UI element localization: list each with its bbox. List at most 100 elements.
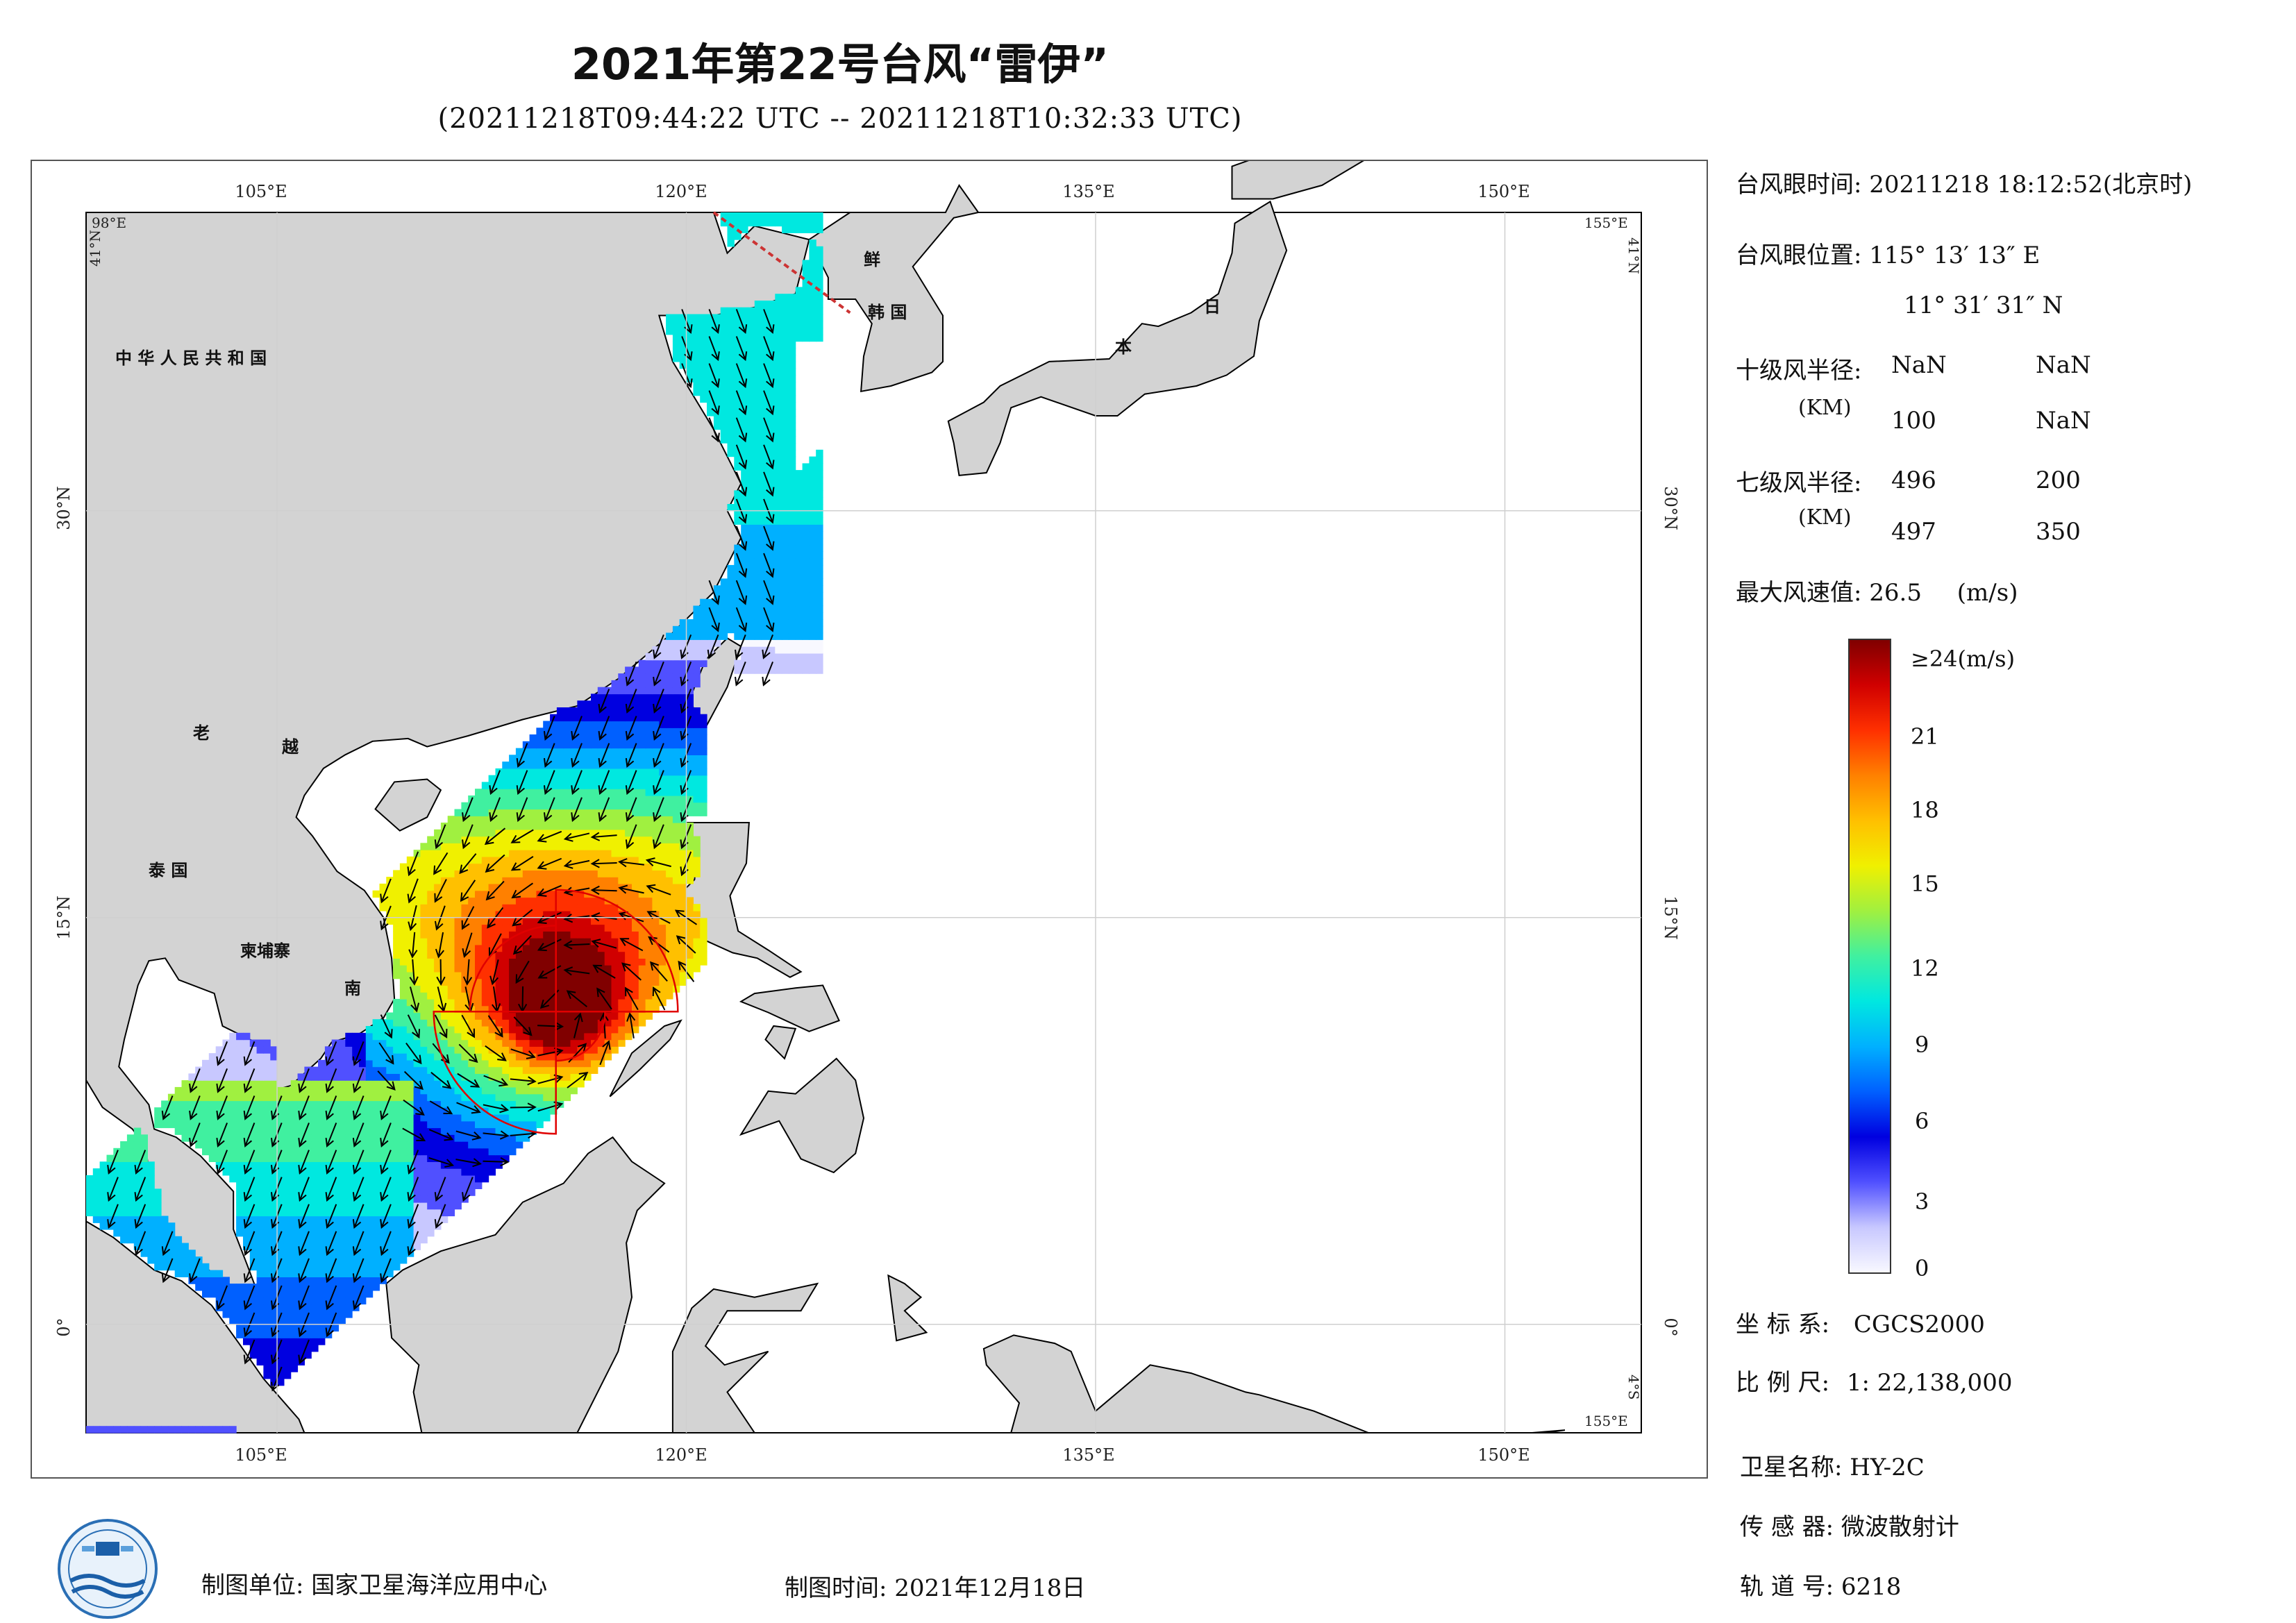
- wind-cell: [604, 1019, 612, 1027]
- wind-cell: [509, 985, 517, 993]
- wind-cell: [215, 1277, 224, 1284]
- wind-cell: [420, 1216, 428, 1223]
- wind-cell: [359, 1195, 367, 1203]
- wind-cell: [120, 1175, 128, 1183]
- wind-cell: [488, 1066, 496, 1074]
- wind-arrow: [107, 1204, 119, 1229]
- wind-cell: [809, 578, 816, 586]
- wind-cell: [727, 443, 735, 451]
- wind-cell: [591, 965, 598, 973]
- wind-cell: [529, 1026, 537, 1034]
- wind-cell: [427, 992, 435, 1000]
- wind-cell: [577, 809, 585, 816]
- wind-cell: [618, 836, 626, 843]
- wind-cell: [270, 1161, 278, 1169]
- wind-cell: [256, 1270, 264, 1277]
- wind-cell: [734, 564, 741, 573]
- wind-cell: [775, 585, 782, 593]
- map-frame[interactable]: 105°E 120°E 135°E 150°E 105°E 120°E 135°…: [31, 160, 1708, 1479]
- wind-cell: [318, 1175, 326, 1183]
- wind-cell: [775, 578, 782, 586]
- wind-cell: [481, 1059, 489, 1068]
- wind-cell: [174, 1263, 183, 1271]
- wind-cell: [229, 1318, 237, 1325]
- wind-cell: [495, 1059, 503, 1068]
- wind-cell: [679, 748, 687, 755]
- wind-cell: [515, 823, 523, 830]
- wind-cell: [693, 924, 701, 932]
- wind-cell: [652, 829, 660, 837]
- wind-cell: [509, 1073, 517, 1081]
- wind-cell: [693, 605, 701, 613]
- wind-cell: [440, 978, 449, 986]
- wind-cell: [659, 775, 667, 782]
- wind-cell: [256, 1358, 264, 1365]
- wind-cell: [352, 1229, 360, 1237]
- wind-cell: [625, 823, 632, 830]
- wind-cell: [659, 653, 667, 661]
- wind-cell: [406, 951, 414, 959]
- wind-cell: [700, 795, 707, 803]
- wind-arrow: [436, 959, 446, 986]
- wind-cell: [202, 1134, 210, 1142]
- wind-cell: [522, 1127, 530, 1135]
- wind-cell: [147, 1222, 155, 1230]
- wind-cell: [577, 1066, 585, 1074]
- wind-cell: [481, 1086, 489, 1095]
- wind-cell: [475, 1026, 483, 1034]
- wind-field-map[interactable]: 105°E 120°E 135°E 150°E 105°E 120°E 135°…: [32, 161, 1707, 1477]
- wind-cell: [591, 1046, 598, 1054]
- wind-cell: [741, 524, 748, 532]
- wind-cell: [509, 904, 517, 911]
- wind-cell: [700, 714, 707, 722]
- wind-cell: [713, 422, 721, 430]
- wind-cell: [727, 416, 735, 423]
- wind-cell: [413, 917, 421, 925]
- wind-cell: [222, 1114, 230, 1122]
- wind-cell: [522, 816, 530, 823]
- wind-cell: [120, 1209, 128, 1217]
- wind-cell: [686, 836, 694, 843]
- wind-cell: [666, 897, 673, 905]
- wind-cell: [406, 1209, 414, 1217]
- wind-cell: [488, 877, 496, 884]
- wind-cell: [338, 1311, 346, 1318]
- wind-cell: [290, 1270, 299, 1277]
- wind-cell: [318, 1318, 326, 1325]
- wind-cell: [700, 382, 707, 389]
- wind-cell: [290, 1093, 299, 1102]
- wind-cell: [406, 1181, 414, 1189]
- wind-cell: [795, 212, 803, 220]
- wind-cell: [481, 998, 489, 1007]
- wind-cell: [625, 985, 632, 993]
- wind-cell: [413, 1093, 421, 1102]
- wind-cell: [331, 1141, 340, 1149]
- wind-cell: [331, 1188, 340, 1196]
- wind-cell: [365, 1195, 374, 1203]
- wind-cell: [727, 625, 735, 634]
- wind-cell: [577, 877, 585, 884]
- wind-cell: [761, 422, 769, 430]
- wind-cell: [672, 659, 680, 667]
- wind-cell: [338, 1195, 346, 1203]
- wind-cell: [290, 1216, 299, 1223]
- wind-cell: [515, 931, 523, 939]
- wind-cell: [270, 1209, 278, 1217]
- wind-cell: [802, 328, 810, 335]
- wind-cell: [202, 1147, 210, 1156]
- wind-cell: [659, 755, 667, 762]
- wind-cell: [215, 1147, 224, 1156]
- wind-cell: [393, 1086, 401, 1095]
- wind-cell: [195, 1270, 203, 1277]
- wind-cell: [632, 1012, 639, 1020]
- wind-cell: [468, 944, 476, 952]
- wind-cell: [550, 1005, 558, 1014]
- wind-cell: [468, 843, 476, 850]
- wind-cell: [788, 625, 796, 634]
- wind-cell: [802, 212, 810, 220]
- wind-cell: [147, 1243, 155, 1250]
- wind-cell: [236, 1073, 244, 1081]
- wind-cell: [454, 809, 462, 816]
- wind-cell: [707, 598, 714, 607]
- wind-cell: [365, 1032, 374, 1041]
